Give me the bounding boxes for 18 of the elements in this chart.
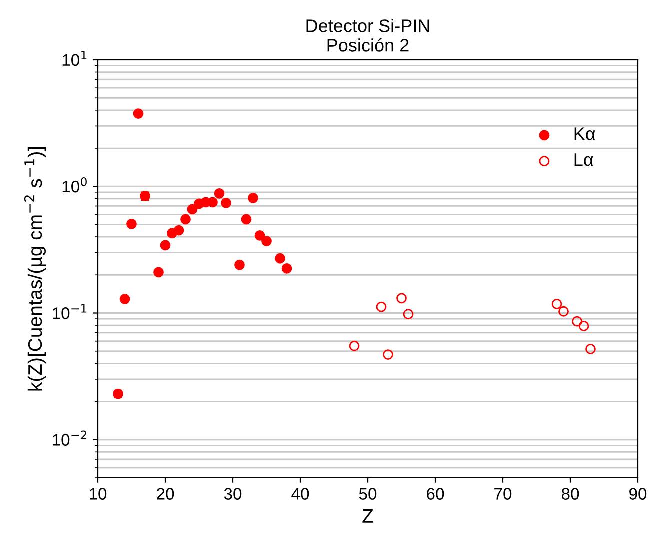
x-tick-label: 70 [494,488,512,500]
y-axis-title: k(Z)[Cuentas/(µg cm$^{−2}$ s$^{−1}$)] [24,147,46,391]
x-axis-title: Z [362,510,374,523]
x-tick-label: 20 [157,488,174,500]
x-tick-label: 80 [562,488,580,500]
legend-label: Lα [574,154,594,166]
y-tick-label: 10$^{−1}$ [53,304,87,320]
chart-title: Detector Si-PIN Posición 2 [306,19,430,52]
x-tick-label: 50 [359,488,377,500]
x-tick-label: 40 [292,488,310,500]
x-tick-label: 60 [427,488,444,500]
x-tick-label: 90 [630,488,647,500]
x-tick-label: 30 [224,488,242,500]
y-tick-label: 10$^{−2}$ [53,430,87,446]
legend-label: Kα [574,128,596,140]
y-tick-label: 10$^{1}$ [62,51,87,66]
x-tick-label: 10 [90,488,107,500]
y-tick-label: 10$^{0}$ [62,178,87,193]
